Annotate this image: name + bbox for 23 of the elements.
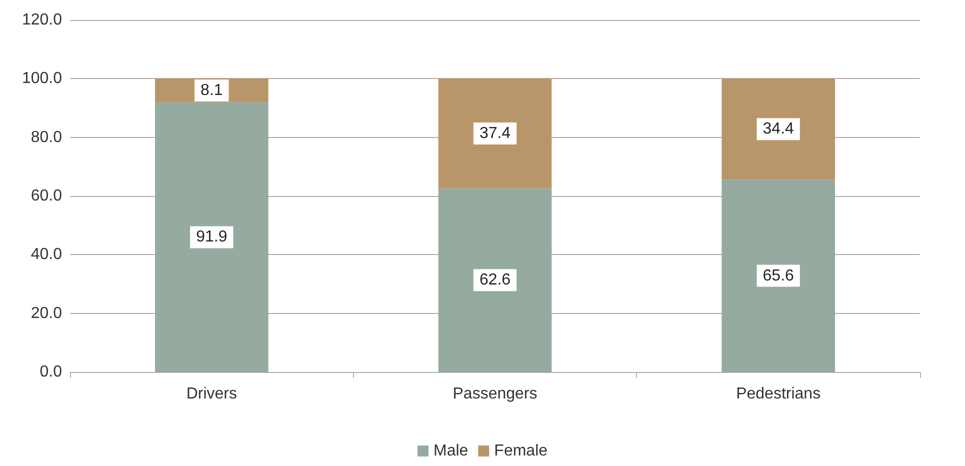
y-tick-label: 100.0 xyxy=(22,70,62,88)
bar xyxy=(722,180,835,372)
y-tick-label: 80.0 xyxy=(30,128,62,146)
x-tick-label: Drivers xyxy=(186,386,238,402)
data-label: 65.6 xyxy=(762,267,794,284)
legend-label: Male xyxy=(433,442,468,460)
data-label: 8.1 xyxy=(200,82,223,100)
data-label: 91.9 xyxy=(196,228,228,246)
legend-label: Female xyxy=(494,442,548,460)
x-tick-label: Pedestrians xyxy=(736,386,821,402)
data-label: 34.4 xyxy=(762,120,794,138)
data-label: 62.6 xyxy=(479,272,511,289)
bar xyxy=(438,188,552,372)
y-tick-label: 0.0 xyxy=(40,364,62,380)
x-tick-label: Passengers xyxy=(452,386,538,402)
y-tick-label: 120.0 xyxy=(22,12,62,28)
y-tick-label: 20.0 xyxy=(30,304,62,322)
bar xyxy=(438,78,552,188)
y-tick-label: 60.0 xyxy=(30,188,62,204)
bar xyxy=(155,102,268,372)
y-tick-label: 40.0 xyxy=(30,246,62,264)
data-label: 37.4 xyxy=(479,125,511,142)
bar xyxy=(722,78,835,180)
